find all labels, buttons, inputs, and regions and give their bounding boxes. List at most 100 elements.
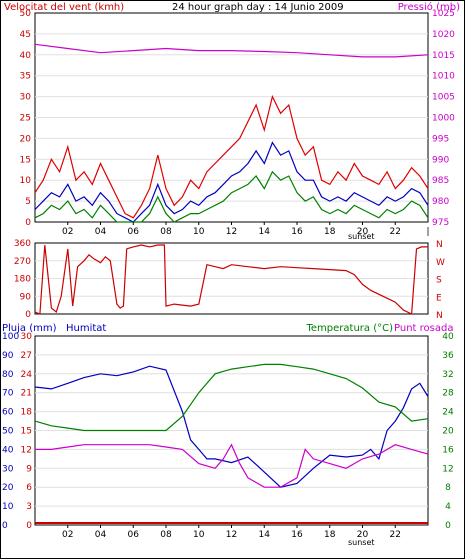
- humidity-x-tick-label: 18: [324, 530, 336, 540]
- direction-y-tick-label: 360: [14, 239, 31, 249]
- rain-y-tick-label: 0: [26, 521, 32, 531]
- pressure-y-tick-label: 975: [432, 218, 449, 228]
- series-gust-line: [34, 94, 429, 219]
- pressure-y-tick-label: 1015: [432, 51, 455, 61]
- pressure-y-tick-label: 1000: [432, 114, 455, 124]
- temperature-y-tick-label: 24: [442, 408, 454, 418]
- pressure-y-tick-label: 985: [432, 176, 449, 186]
- series-temperature-line: [34, 363, 429, 432]
- wind-y-tick-label: 0: [25, 218, 31, 228]
- rain-axis-label: Pluja (mm): [2, 323, 57, 334]
- temperature-y-tick-label: 28: [442, 389, 454, 399]
- wind-x-tick-label: 08: [160, 227, 172, 237]
- humidity-y-tick-label: 70: [2, 389, 14, 399]
- series-direction-line: [34, 244, 428, 315]
- humidity-y-tick-label: 90: [2, 351, 14, 361]
- sunset-label: sunset: [348, 232, 375, 241]
- rain-y-tick-label: 12: [21, 445, 32, 455]
- temperature-y-tick-label: 32: [442, 370, 453, 380]
- chart-title: 24 hour graph day : 14 Junio 2009: [172, 2, 344, 13]
- wind-x-tick-label: 06: [128, 227, 140, 237]
- direction-y-tick-label: 0: [25, 310, 31, 320]
- rain-y-tick-label: 18: [21, 408, 33, 418]
- wind-y-tick-label: 15: [20, 155, 31, 165]
- rain-y-tick-label: 30: [21, 332, 33, 342]
- temperature-y-tick-label: 12: [442, 464, 453, 474]
- pressure-y-tick-label: 980: [432, 197, 449, 207]
- series-average-line: [34, 141, 429, 223]
- rain-y-tick-label: 27: [21, 351, 32, 361]
- humidity-x-tick-label: 22: [390, 530, 401, 540]
- humidity-x-tick-label: 10: [193, 530, 205, 540]
- temperature-y-tick-label: 8: [445, 483, 451, 493]
- humidity-y-tick-label: 50: [2, 427, 14, 437]
- humidity-y-tick-label: 10: [2, 502, 14, 512]
- pressure-y-tick-label: 995: [432, 134, 449, 144]
- direction-y-tick-label: 270: [14, 257, 31, 267]
- temperature-axis-label: Temperatura (°C): [305, 323, 393, 334]
- compass-label: N: [436, 240, 443, 250]
- wind-y-tick-label: 5: [25, 197, 31, 207]
- rain-y-tick-label: 3: [26, 502, 32, 512]
- rain-y-tick-label: 9: [26, 464, 32, 474]
- wind-x-tick-label: 18: [324, 227, 336, 237]
- temperature-y-tick-label: 4: [445, 502, 451, 512]
- humidity-y-tick-label: 30: [2, 464, 14, 474]
- humidity-x-tick-label: 16: [291, 530, 303, 540]
- wind-y-tick-label: 40: [20, 51, 32, 61]
- wind-y-tick-label: 45: [20, 30, 31, 40]
- humidity-x-tick-label: 12: [226, 530, 237, 540]
- direction-y-tick-label: 90: [20, 292, 32, 302]
- wind-x-tick-label: 20: [357, 227, 369, 237]
- humidity-y-tick-label: 80: [2, 370, 14, 380]
- wind-y-tick-label: 35: [20, 72, 31, 82]
- wind-x-tick-label: 16: [291, 227, 303, 237]
- wind-x-tick-label: 04: [95, 227, 107, 237]
- direction-y-tick-label: 180: [14, 275, 31, 285]
- wind-speed-axis-label: Velocitat del vent (kmh): [4, 2, 124, 13]
- temperature-y-tick-label: 0: [445, 521, 451, 531]
- wind-y-tick-label: 10: [20, 176, 32, 186]
- pressure-y-tick-label: 1020: [432, 30, 455, 40]
- humidity-y-tick-label: 100: [2, 332, 19, 342]
- pressure-y-tick-label: 1025: [432, 9, 455, 19]
- temperature-y-tick-label: 20: [442, 427, 454, 437]
- rain-y-tick-label: 21: [21, 389, 32, 399]
- wind-x-tick-label: 22: [390, 227, 401, 237]
- dewpoint-axis-label: Punt rosada: [394, 323, 453, 334]
- humidity-x-tick-label: 04: [95, 530, 107, 540]
- compass-label: W: [436, 258, 445, 268]
- series-wind_min-line: [34, 170, 429, 223]
- rain-y-tick-label: 6: [26, 483, 32, 493]
- compass-label: E: [436, 293, 442, 303]
- temperature-y-tick-label: 36: [442, 351, 454, 361]
- humidity-y-tick-label: 0: [2, 521, 8, 531]
- wind-x-tick-label: 14: [259, 227, 271, 237]
- rain-y-tick-label: 15: [21, 427, 32, 437]
- temperature-y-tick-label: 16: [442, 445, 454, 455]
- humidity-y-tick-label: 40: [2, 445, 14, 455]
- compass-label: N: [436, 311, 443, 321]
- wind-y-tick-label: 50: [20, 9, 32, 19]
- wind-x-tick-label: 02: [62, 227, 73, 237]
- series-humidity-line: [34, 365, 429, 488]
- humidity-x-tick-label: 14: [259, 530, 271, 540]
- wind-y-tick-label: 20: [20, 134, 32, 144]
- wind-y-tick-label: 25: [20, 114, 31, 124]
- temperature-y-tick-label: 40: [442, 332, 454, 342]
- humidity-x-tick-label: 02: [62, 530, 73, 540]
- pressure-y-tick-label: 990: [432, 155, 449, 165]
- humidity-x-tick-label: 08: [160, 530, 172, 540]
- humidity-x-tick-label: 06: [128, 530, 140, 540]
- pressure-y-tick-label: 1010: [432, 72, 455, 82]
- wind-y-tick-label: 30: [20, 93, 32, 103]
- humidity-x-tick-label: 20: [357, 530, 369, 540]
- humidity-axis-label: Humitat: [66, 323, 106, 334]
- wind-x-tick-label: 12: [226, 227, 237, 237]
- sunset-label-bottom: sunset: [348, 538, 375, 547]
- series-dewpoint-line: [35, 443, 429, 488]
- humidity-y-tick-label: 20: [2, 483, 14, 493]
- wind-x-tick-label: 10: [193, 227, 205, 237]
- rain-y-tick-label: 24: [21, 370, 33, 380]
